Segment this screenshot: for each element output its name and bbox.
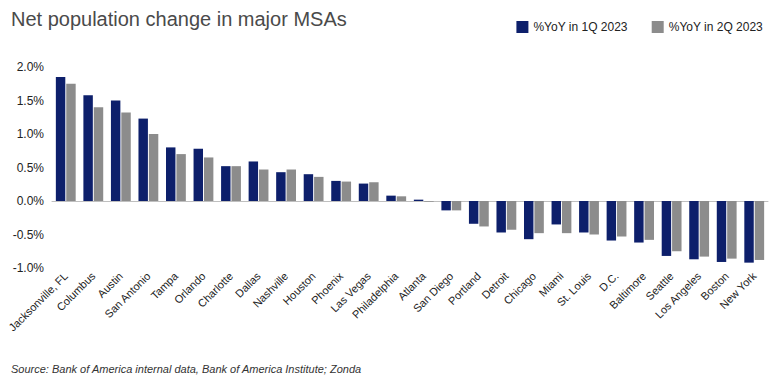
svg-text:San Antonio: San Antonio [102,270,152,320]
svg-text:Charlotte: Charlotte [195,270,235,310]
svg-text:Source: Bank of America intern: Source: Bank of America internal data, B… [11,363,361,375]
svg-text:Nashville: Nashville [250,269,291,310]
svg-text:San Diego: San Diego [411,270,456,315]
svg-text:Portland: Portland [446,270,483,307]
svg-text:Seattle: Seattle [643,269,676,303]
svg-text:Boston: Boston [698,269,731,303]
svg-text:Miami: Miami [536,269,566,299]
svg-text:0.0%: 0.0% [17,194,45,208]
svg-text:2.0%: 2.0% [17,60,45,74]
svg-text:1.5%: 1.5% [17,94,45,108]
svg-text:Los Angeles: Los Angeles [653,269,704,320]
svg-text:Dallas: Dallas [232,269,263,300]
svg-text:Austin: Austin [95,269,126,300]
svg-text:-0.5%: -0.5% [13,228,45,242]
svg-text:%YoY in 1Q 2023: %YoY in 1Q 2023 [533,20,627,34]
svg-text:Detroit: Detroit [479,269,511,302]
svg-text:%YoY in 2Q 2023: %YoY in 2Q 2023 [669,20,763,34]
svg-text:Net population change in major: Net population change in major MSAs [11,8,347,30]
svg-text:Columbus: Columbus [54,269,98,313]
svg-text:Phoenix: Phoenix [308,269,346,307]
svg-text:St. Louis: St. Louis [555,269,594,308]
svg-text:Philadelphia: Philadelphia [350,269,401,320]
svg-text:Jacksonville, FL: Jacksonville, FL [6,269,70,334]
svg-text:Baltimore: Baltimore [607,270,648,311]
svg-text:Tampa: Tampa [148,269,181,302]
svg-text:-1.0%: -1.0% [13,261,45,275]
svg-text:Las Vegas: Las Vegas [328,269,373,315]
svg-text:1.0%: 1.0% [17,127,45,141]
svg-text:0.5%: 0.5% [17,161,45,175]
svg-text:Houston: Houston [280,269,318,308]
svg-text:Atlanta: Atlanta [395,269,428,303]
svg-text:Chicago: Chicago [501,270,538,307]
svg-text:New York: New York [717,269,759,311]
svg-text:D.C.: D.C. [597,270,621,294]
svg-text:Orlando: Orlando [171,269,208,306]
